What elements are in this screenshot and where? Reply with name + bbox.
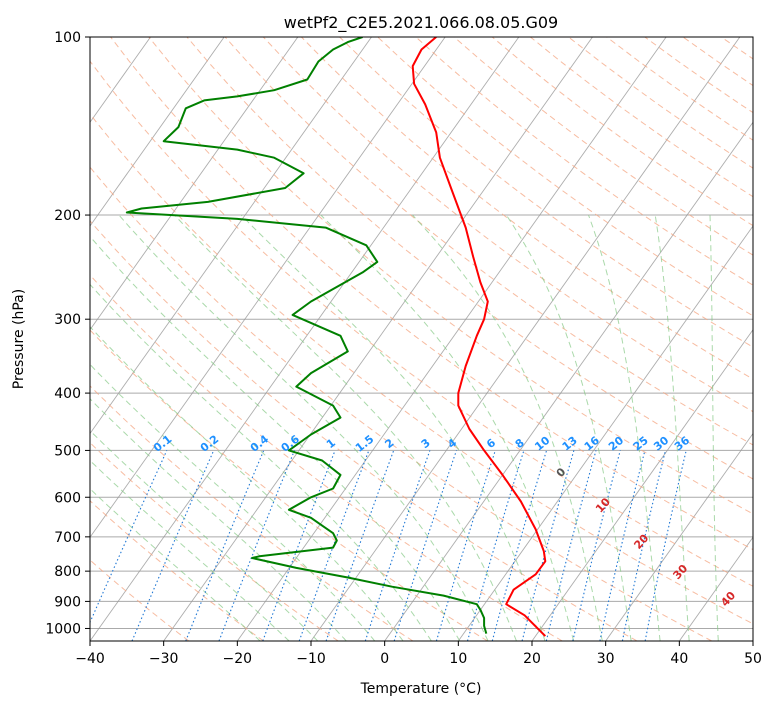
y-tick-label: 600	[54, 490, 81, 506]
x-tick-label: −30	[149, 651, 179, 667]
isotherm-line	[384, 121, 753, 641]
isotherm-line	[90, 37, 520, 641]
y-tick-label: 900	[54, 594, 81, 610]
x-tick-label: 40	[670, 651, 688, 667]
isotherm-line	[90, 37, 299, 331]
mixing-ratio-line	[466, 450, 525, 641]
mixing-ratio-line	[131, 450, 215, 641]
y-tick-label: 400	[54, 386, 81, 402]
mixing-ratio-line	[185, 450, 265, 641]
isotherm-line	[163, 37, 593, 641]
x-tick-label: 10	[449, 651, 467, 667]
isotherm-line	[90, 37, 446, 539]
background-lines	[90, 37, 753, 641]
dewpoint-line	[125, 37, 488, 634]
isotherm-line	[605, 432, 753, 641]
moist-adiabat	[174, 214, 517, 641]
chart-title: wetPf2_C2E5.2021.066.08.05.G09	[284, 13, 558, 33]
moist-adiabat	[412, 214, 603, 641]
mixing-ratio-line	[218, 450, 296, 641]
y-tick-label: 1000	[45, 621, 81, 637]
dry-adiabat	[90, 385, 414, 641]
moist-adiabat	[90, 459, 290, 641]
y-tick-label: 100	[54, 30, 81, 46]
data-series	[125, 37, 547, 637]
mixing-ratio-line	[599, 450, 646, 641]
y-axis-title: Pressure (hPa)	[11, 289, 27, 389]
mixing-ratio-line	[325, 450, 395, 641]
dry-adiabat	[377, 37, 753, 317]
moist-adiabat	[654, 214, 690, 641]
dry-adiabat	[90, 113, 753, 625]
x-axis-title: Temperature (°C)	[360, 681, 482, 697]
x-axis: −40 −30 −20 −10 0 10 20 30 40 50	[75, 641, 762, 667]
mixing-ratio-line	[435, 450, 496, 641]
moist-adiabat	[240, 214, 546, 641]
mixing-ratio-line	[364, 450, 431, 641]
isotherm-line	[678, 536, 753, 641]
x-tick-label: 0	[380, 651, 389, 667]
moist-adiabat	[90, 283, 432, 641]
mixing-ratio-line	[572, 450, 621, 641]
y-tick-label: 200	[54, 208, 81, 224]
dry-adiabat	[90, 274, 563, 641]
moist-adiabat	[90, 326, 404, 641]
plot-frame	[89, 36, 754, 642]
isotherm-line	[236, 37, 667, 641]
moist-adiabat	[90, 429, 319, 641]
moist-adiabat	[118, 214, 489, 641]
dry-adiabat	[90, 166, 712, 641]
x-tick-label: −40	[75, 651, 105, 667]
moist-adiabat	[90, 488, 261, 641]
moist-adiabat	[505, 214, 632, 641]
dry-adiabat	[90, 329, 488, 641]
moist-adiabat	[90, 398, 347, 641]
temperature-line	[411, 37, 547, 637]
dry-adiabat	[90, 60, 753, 587]
isotherm-line	[90, 37, 372, 435]
dry-adiabat	[148, 37, 753, 515]
dry-adiabat	[339, 37, 753, 348]
dry-adiabat	[301, 37, 753, 380]
x-tick-label: −20	[223, 651, 253, 667]
dry-adiabat	[110, 37, 753, 551]
isotherm-line	[457, 225, 753, 641]
y-tick-label: 500	[54, 443, 81, 459]
mixing-ratio-line	[491, 450, 548, 641]
moist-adiabat	[90, 235, 461, 641]
mixing-ratio-line	[545, 450, 597, 641]
mixing-ratio-line	[90, 450, 168, 624]
isotherm-line	[310, 37, 741, 641]
x-tick-label: 50	[744, 651, 762, 667]
mixing-ratio-line	[393, 450, 458, 641]
isotherm-line	[531, 328, 753, 641]
moist-adiabat	[588, 214, 661, 641]
dry-adiabat	[90, 500, 264, 641]
isotherm-line	[90, 37, 225, 227]
x-tick-label: 30	[597, 651, 615, 667]
y-tick-label: 800	[54, 564, 81, 580]
mixing-ratio-line	[298, 450, 370, 641]
y-axis: 100 200 300 400 500 600 700 800 900 1000	[45, 30, 90, 637]
y-tick-label: 700	[54, 530, 81, 546]
x-tick-label: −10	[296, 651, 326, 667]
moist-adiabat	[709, 214, 719, 641]
x-tick-label: 20	[523, 651, 541, 667]
y-tick-label: 300	[54, 312, 81, 328]
